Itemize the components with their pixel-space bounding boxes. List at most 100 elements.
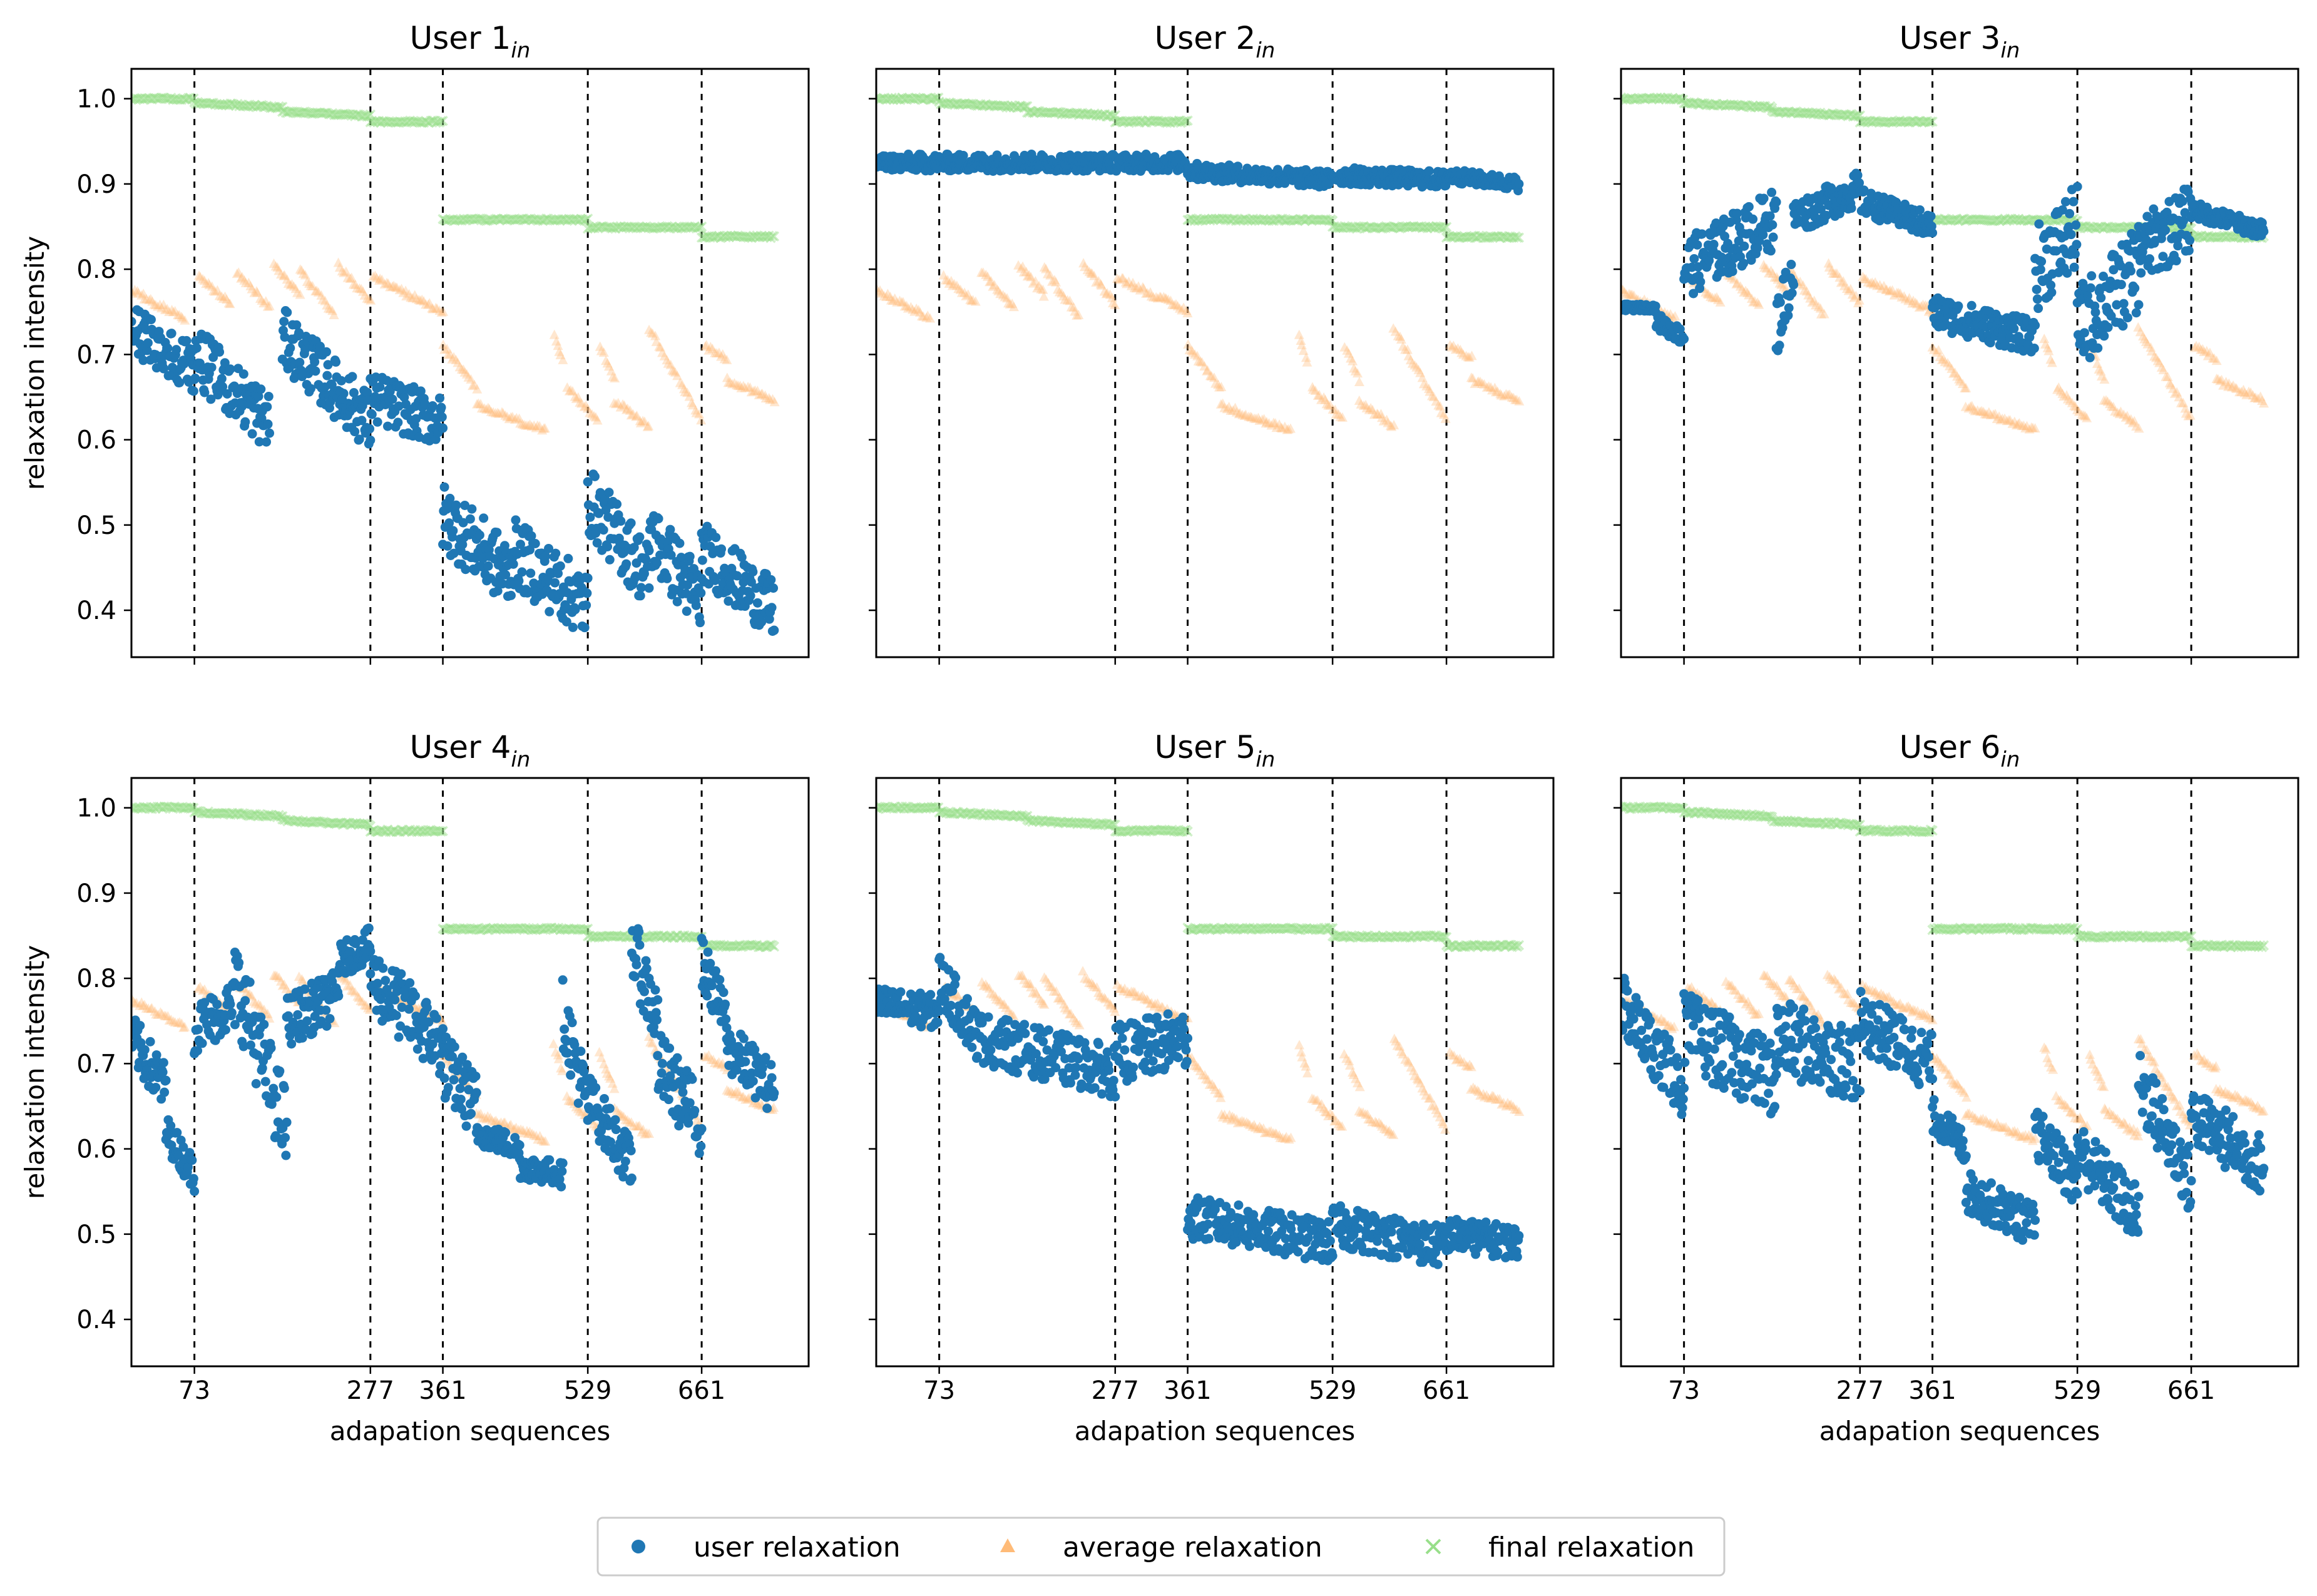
final-relaxation-point [1358, 221, 1369, 232]
average-relaxation-point [672, 371, 683, 381]
final-relaxation-point [1032, 106, 1043, 116]
final-relaxation-point [1284, 215, 1295, 226]
average-relaxation-point [1102, 288, 1113, 298]
final-relaxation-point [696, 221, 707, 232]
average-relaxation-point [1030, 276, 1041, 286]
final-relaxation-point [1182, 215, 1193, 225]
final-relaxation-point [1339, 221, 1350, 232]
final-relaxation-point [2231, 232, 2241, 242]
final-relaxation-point [1830, 109, 1841, 120]
final-relaxation-point [198, 807, 208, 819]
final-relaxation-point [355, 818, 366, 829]
final-relaxation-point [1977, 214, 1988, 225]
final-relaxation-point [1065, 108, 1076, 119]
final-relaxation-point [434, 117, 445, 128]
final-relaxation-point [406, 826, 417, 837]
final-relaxation-point [192, 806, 203, 817]
final-relaxation-point [1699, 98, 1710, 109]
user-relaxation-point [175, 377, 185, 387]
average-relaxation-point [1333, 409, 1344, 419]
user-relaxation-point [2087, 271, 2097, 281]
average-relaxation-point [1963, 403, 1974, 413]
final-relaxation-point [1500, 231, 1511, 242]
final-relaxation-point [171, 95, 182, 105]
average-relaxation-point [1193, 356, 1204, 366]
average-relaxation-point [1190, 349, 1200, 359]
final-relaxation-point [984, 101, 995, 112]
final-relaxation-point [1242, 215, 1254, 226]
average-relaxation-point [257, 295, 267, 305]
final-relaxation-point [532, 924, 543, 934]
final-relaxation-point [677, 223, 688, 233]
average-relaxation-point [1625, 289, 1636, 299]
average-relaxation-point [2224, 378, 2234, 388]
average-relaxation-point [1331, 409, 1341, 419]
final-relaxation-point [461, 923, 473, 934]
final-relaxation-point [645, 222, 655, 233]
average-relaxation-point [456, 364, 467, 374]
average-relaxation-point [354, 283, 365, 293]
final-relaxation-point [1411, 222, 1423, 233]
final-relaxation-point [315, 107, 326, 118]
average-relaxation-point [581, 401, 591, 411]
user-relaxation-series [876, 150, 1524, 196]
final-relaxation-point [363, 111, 374, 121]
final-relaxation-point [176, 95, 187, 105]
final-relaxation-point [1816, 109, 1828, 120]
final-relaxation-point [532, 215, 543, 226]
average-relaxation-point [1997, 413, 2008, 423]
user-relaxation-point [357, 416, 367, 426]
final-relaxation-point [1294, 213, 1306, 225]
final-relaxation-point [570, 214, 581, 225]
user-relaxation-point [752, 598, 762, 608]
average-relaxation-point [1865, 278, 1876, 288]
final-relaxation-point [753, 232, 764, 243]
final-relaxation-point [217, 100, 227, 110]
final-relaxation-point [928, 94, 939, 105]
final-relaxation-point [277, 106, 288, 117]
final-relaxation-point [625, 222, 637, 233]
average-relaxation-point [382, 277, 392, 287]
average-relaxation-point [316, 290, 327, 300]
final-relaxation-point [332, 110, 343, 121]
average-relaxation-point [2181, 408, 2191, 418]
average-relaxation-point [2162, 371, 2173, 381]
average-relaxation-point [1222, 404, 1232, 414]
average-relaxation-point [2231, 383, 2242, 393]
final-relaxation-point [897, 92, 908, 103]
user-relaxation-point [717, 544, 727, 554]
final-relaxation-point [1896, 116, 1907, 128]
average-relaxation-point [970, 296, 981, 306]
final-relaxation-point [1849, 110, 1860, 121]
user-relaxation-point [2032, 294, 2042, 304]
final-relaxation-point [1003, 101, 1014, 111]
final-relaxation-point [1169, 115, 1179, 126]
final-relaxation-point [372, 116, 383, 127]
average-relaxation-point [1726, 272, 1737, 282]
final-relaxation-point [1406, 222, 1418, 233]
final-relaxation-point [895, 95, 906, 105]
final-relaxation-point [1210, 213, 1220, 224]
average-relaxation-point [1885, 285, 1896, 295]
average-relaxation-point [517, 419, 528, 429]
average-relaxation-point [1876, 283, 1886, 293]
final-relaxation-point [456, 924, 468, 934]
final-relaxation-point [1346, 222, 1357, 233]
final-relaxation-point [1101, 111, 1112, 122]
average-relaxation-point [575, 397, 585, 407]
average-relaxation-point [391, 282, 401, 292]
average-relaxation-point [1858, 271, 1868, 281]
user-relaxation-point [336, 376, 346, 386]
average-relaxation-point [665, 359, 676, 369]
average-relaxation-point [204, 280, 215, 290]
final-relaxation-point [884, 94, 896, 105]
final-relaxation-point [230, 100, 242, 111]
final-relaxation-point [596, 221, 607, 232]
final-relaxation-point [1353, 221, 1364, 232]
final-relaxation-point [914, 93, 925, 103]
final-relaxation-point [246, 810, 257, 821]
final-relaxation-point [561, 924, 573, 935]
average-relaxation-point [285, 280, 296, 290]
user-relaxation-point [515, 540, 525, 550]
final-relaxation-point [608, 931, 619, 941]
